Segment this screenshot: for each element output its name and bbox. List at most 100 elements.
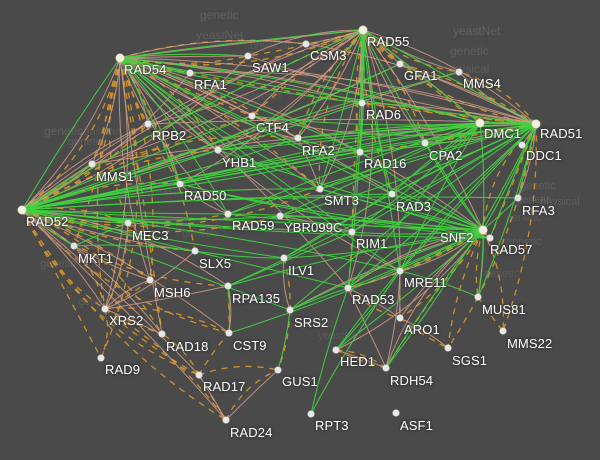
- graph-edge: [362, 29, 401, 272]
- graph-node-sgs1[interactable]: [444, 344, 452, 352]
- graph-node-rad9[interactable]: [97, 354, 105, 362]
- graph-edge: [100, 308, 109, 359]
- graph-node-rim1[interactable]: [348, 228, 356, 236]
- graph-node-rpt3[interactable]: [307, 410, 315, 418]
- node-label-snf2: SNF2: [440, 230, 474, 245]
- graph-edge: [119, 57, 363, 104]
- node-dots-group[interactable]: [17, 25, 541, 424]
- graph-edge: [347, 122, 481, 289]
- graph-edge: [362, 29, 393, 195]
- graph-node-smt3[interactable]: [316, 185, 324, 193]
- graph-edge: [91, 57, 121, 165]
- graph-edge: [289, 229, 484, 311]
- node-label-xrs2: XRS2: [109, 313, 144, 328]
- graph-node-saw1[interactable]: [244, 52, 252, 60]
- graph-edge: [475, 229, 484, 298]
- graph-node-rad50[interactable]: [176, 180, 184, 188]
- graph-node-gfa1[interactable]: [396, 60, 404, 68]
- graph-edge: [385, 229, 484, 369]
- graph-node-snf2[interactable]: [478, 225, 488, 235]
- graph-node-rad16[interactable]: [356, 148, 364, 156]
- graph-node-mec3[interactable]: [124, 219, 132, 227]
- graph-node-cpa2[interactable]: [421, 139, 429, 147]
- graph-edge: [310, 287, 349, 415]
- graph-edge: [335, 349, 387, 369]
- graph-node-ddc1[interactable]: [518, 141, 526, 149]
- graph-node-mms22[interactable]: [499, 327, 507, 335]
- graph-node-ctf4[interactable]: [248, 112, 256, 120]
- graph-edge: [21, 72, 191, 211]
- graph-node-rfa2[interactable]: [294, 134, 302, 142]
- graph-edge: [279, 215, 353, 233]
- node-label-ybr099c: YBR099C: [284, 220, 343, 235]
- graph-edge: [198, 332, 230, 376]
- graph-node-rad59[interactable]: [224, 210, 232, 218]
- graph-edge: [399, 122, 481, 272]
- graph-node-cst9[interactable]: [225, 329, 233, 337]
- graph-node-msh6[interactable]: [146, 276, 154, 284]
- graph-node-rad51[interactable]: [531, 119, 541, 129]
- graph-node-mms4[interactable]: [455, 68, 463, 76]
- graph-edge: [21, 209, 102, 359]
- graph-node-rad55[interactable]: [358, 25, 368, 35]
- node-label-rad54: RAD54: [124, 62, 167, 77]
- graph-node-rad18[interactable]: [158, 330, 166, 338]
- graph-edge: [119, 57, 229, 215]
- graph-node-mms1[interactable]: [88, 160, 96, 168]
- graph-edge: [335, 270, 401, 351]
- graph-edge: [21, 209, 163, 335]
- graph-node-rad52[interactable]: [17, 205, 27, 215]
- graph-node-hed1[interactable]: [332, 346, 340, 354]
- graph-edge: [227, 213, 484, 231]
- graph-edge: [104, 308, 227, 421]
- graph-edge: [362, 29, 537, 125]
- graph-node-srs2[interactable]: [286, 306, 294, 314]
- graph-edge: [319, 29, 364, 190]
- graph-edge: [119, 57, 401, 272]
- graph-node-rad6[interactable]: [358, 99, 366, 107]
- graph-node-rad17[interactable]: [195, 371, 203, 379]
- graph-node-rdh54[interactable]: [382, 364, 390, 372]
- graph-node-slx5[interactable]: [191, 247, 199, 255]
- graph-node-mre11[interactable]: [396, 267, 404, 275]
- graph-node-rad53[interactable]: [344, 284, 352, 292]
- graph-node-rad54[interactable]: [115, 53, 125, 63]
- graph-node-rad57[interactable]: [486, 234, 494, 242]
- graph-edge: [119, 29, 364, 59]
- graph-node-aro1[interactable]: [396, 314, 404, 322]
- graph-node-rad3[interactable]: [388, 190, 396, 198]
- graph-edge: [73, 222, 129, 247]
- graph-edge: [247, 29, 364, 57]
- graph-node-csm3[interactable]: [302, 40, 310, 48]
- graph-edge: [21, 123, 149, 211]
- graph-edge: [335, 229, 484, 351]
- node-label-ilv1: ILV1: [288, 263, 315, 278]
- graph-edge: [347, 287, 401, 319]
- graph-edge: [21, 57, 121, 211]
- graph-node-xrs2[interactable]: [101, 305, 109, 313]
- node-label-sgs1: SGS1: [452, 353, 488, 368]
- graph-edge: [119, 57, 219, 151]
- graph-node-yhb1[interactable]: [214, 146, 222, 154]
- graph-node-asf1[interactable]: [392, 409, 400, 417]
- node-label-mre11: MRE11: [404, 275, 447, 290]
- graph-node-ilv1[interactable]: [280, 254, 288, 262]
- graph-node-rpb2[interactable]: [144, 120, 152, 128]
- graph-edge: [147, 29, 364, 125]
- graph-node-rpa135[interactable]: [224, 282, 232, 290]
- graph-node-gus1[interactable]: [274, 366, 282, 374]
- graph-edge: [119, 57, 361, 153]
- graph-node-rfa1[interactable]: [186, 69, 194, 77]
- graph-node-rfa3[interactable]: [514, 194, 522, 202]
- graph-node-mus81[interactable]: [474, 293, 482, 301]
- graph-edge: [283, 123, 537, 259]
- graph-edge: [282, 257, 291, 311]
- graph-node-mkt1[interactable]: [70, 242, 78, 250]
- graph-edge: [91, 29, 364, 165]
- graph-edge: [217, 149, 484, 231]
- graph-edge: [119, 57, 537, 125]
- graph-node-rad24[interactable]: [222, 416, 230, 424]
- graph-node-ybr099c[interactable]: [276, 212, 284, 220]
- graph-node-dmc1[interactable]: [475, 118, 485, 128]
